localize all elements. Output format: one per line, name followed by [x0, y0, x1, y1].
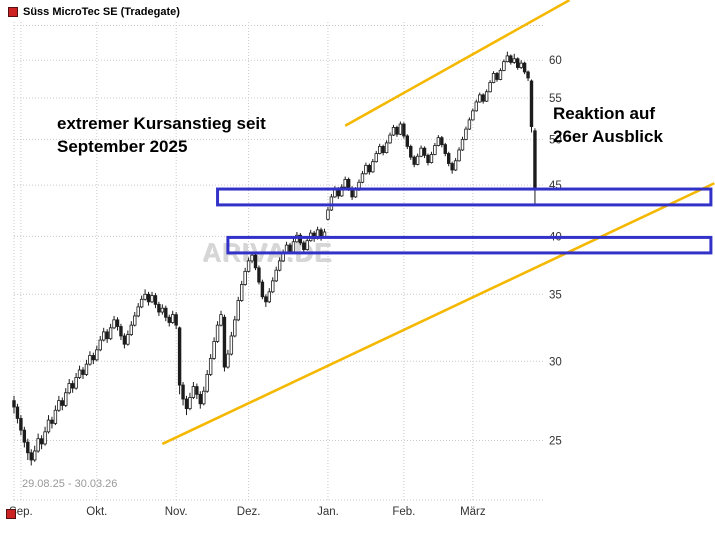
support-resistance-box — [226, 235, 713, 255]
chart-header: Süss MicroTec SE (Tradegate) — [8, 6, 180, 18]
ariva-logo-mark — [6, 509, 16, 519]
y-axis-tick-label: 30 — [549, 356, 562, 368]
trend-line — [161, 182, 715, 446]
y-axis-tick-label: 60 — [549, 55, 562, 67]
series-legend-swatch — [8, 7, 18, 17]
x-axis-month-label: März — [460, 506, 486, 518]
y-axis-tick-label: 25 — [549, 435, 562, 447]
x-axis-month-label: Okt. — [86, 506, 107, 518]
annotation-left: extremer Kursanstieg seit September 2025 — [57, 112, 266, 158]
x-axis-month-label: Feb. — [392, 506, 415, 518]
candlesticks — [12, 51, 537, 466]
y-axis-tick-label: 50 — [549, 134, 562, 146]
x-axis-month-label: Nov. — [165, 506, 188, 518]
chart-title: Süss MicroTec SE (Tradegate) — [23, 6, 180, 18]
trend-line — [344, 0, 571, 127]
annotation-right-line1: Reaktion auf — [553, 104, 656, 123]
y-axis-tick-label: 35 — [549, 289, 562, 301]
support-resistance-box — [216, 187, 713, 207]
annotation-right-line2: 26er Ausblick — [553, 127, 663, 146]
x-axis-labels: Sep. Okt. Nov. Dez. Jan. Feb. März — [9, 506, 486, 518]
annotation-right: Reaktion auf 26er Ausblick — [553, 102, 663, 148]
support-resistance-boxes — [216, 187, 713, 255]
annotation-left-line1: extremer Kursanstieg seit — [57, 114, 266, 133]
trend-lines — [161, 0, 715, 446]
annotation-left-line2: September 2025 — [57, 137, 188, 156]
x-axis-month-label: Dez. — [237, 506, 261, 518]
y-axis-tick-label: 55 — [549, 93, 562, 105]
date-range-label: 29.08.25 - 30.03.26 — [22, 478, 118, 490]
x-axis-month-label: Jan. — [317, 506, 339, 518]
